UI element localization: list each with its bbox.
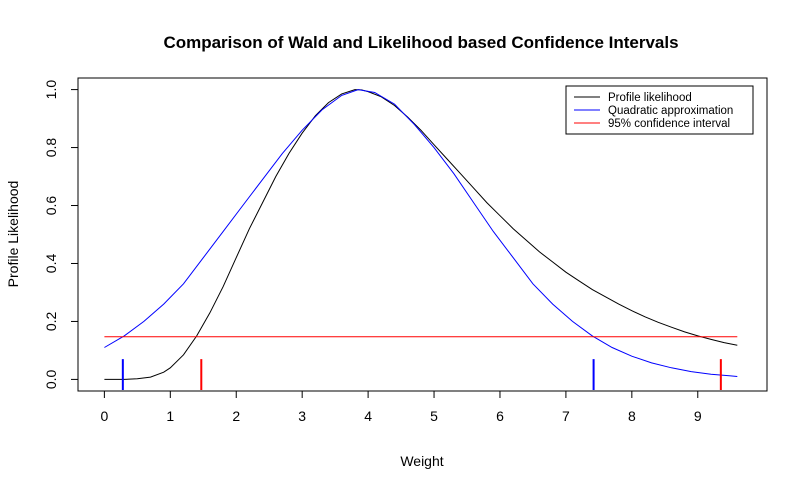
y-tick-label: 0.2: [43, 312, 59, 332]
y-tick-label: 0.8: [43, 138, 59, 158]
legend-label-1: Profile likelihood: [608, 92, 692, 104]
y-tick-label: 1.0: [43, 80, 59, 100]
x-tick-label: 9: [694, 408, 702, 424]
x-axis: 0 1 2 3 4 5 6 7 8 9: [100, 390, 702, 424]
y-tick-label: 0.4: [43, 254, 59, 274]
y-tick-label: 0.6: [43, 196, 59, 216]
x-axis-label: Weight: [400, 453, 443, 469]
chart-title: Comparison of Wald and Likelihood based …: [163, 33, 678, 52]
x-tick-label: 7: [562, 408, 570, 424]
series-layer: [104, 89, 738, 380]
x-tick-label: 4: [364, 408, 372, 424]
interval-marker-layer: [121, 359, 722, 390]
x-tick-label: 6: [496, 408, 504, 424]
legend-label-2: Quadratic approximation: [608, 105, 733, 117]
x-tick-label: 3: [298, 408, 306, 424]
x-tick-label: 2: [232, 408, 240, 424]
x-tick-label: 5: [430, 408, 438, 424]
x-tick-label: 0: [100, 408, 108, 424]
y-axis: 0.0 0.2 0.4 0.6 0.8 1.0: [43, 80, 79, 389]
x-tick-label: 8: [628, 408, 636, 424]
series-line-1: [104, 89, 738, 380]
series-line-2: [104, 89, 738, 377]
y-tick-label: 0.0: [43, 369, 59, 389]
legend-label-3: 95% confidence interval: [608, 118, 730, 130]
y-axis-label: Profile Likelihood: [5, 181, 21, 288]
x-tick-label: 1: [166, 408, 174, 424]
